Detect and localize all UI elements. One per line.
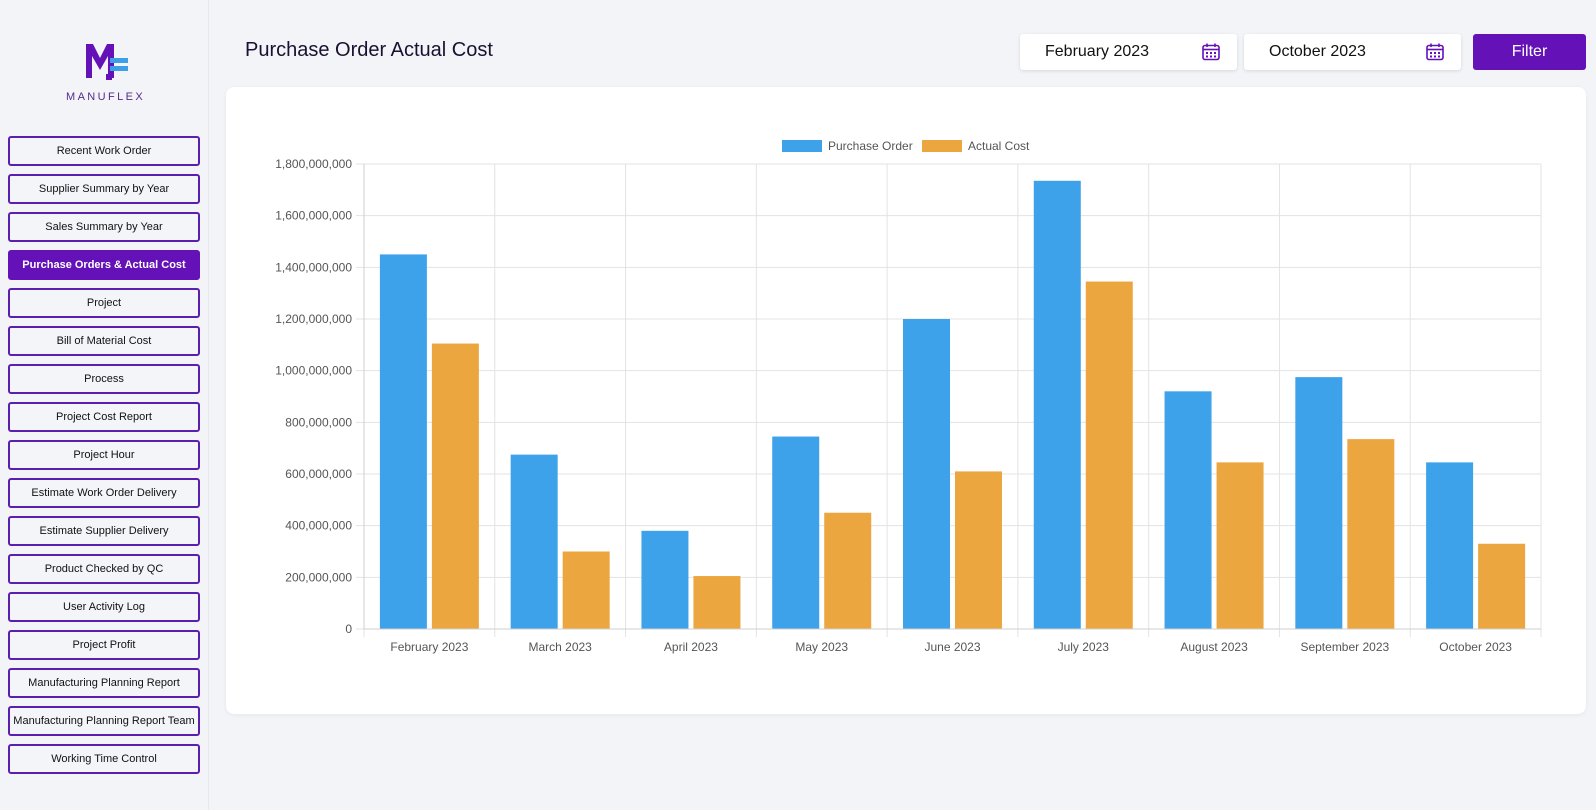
calendar-icon[interactable] [1425, 42, 1445, 62]
y-tick-label: 1,200,000,000 [275, 312, 352, 326]
bar-purchase-order [903, 319, 950, 629]
bar-actual-cost [431, 343, 479, 629]
x-tick-label: May 2023 [795, 640, 848, 654]
bar-purchase-order [641, 530, 689, 629]
bar-actual-cost [1347, 439, 1395, 629]
x-tick-label: February 2023 [390, 640, 468, 654]
legend-swatch [922, 140, 962, 152]
bar-purchase-order [1164, 391, 1212, 629]
bar-purchase-order [772, 436, 820, 629]
y-tick-label: 200,000,000 [285, 570, 352, 584]
start-date-value: February 2023 [1045, 43, 1150, 60]
manuflex-logo[interactable]: MANUFLEX [66, 38, 144, 103]
y-tick-label: 800,000,000 [285, 415, 352, 429]
calendar-icon[interactable] [1201, 42, 1221, 62]
start-date-picker[interactable]: February 2023 [1020, 34, 1237, 70]
x-tick-label: July 2023 [1058, 640, 1110, 654]
sidebar-item-bill-of-material-cost[interactable]: Bill of Material Cost [8, 326, 200, 356]
bar-purchase-order [1426, 462, 1474, 629]
x-tick-label: October 2023 [1439, 640, 1512, 654]
end-date-value: October 2023 [1269, 43, 1366, 60]
sidebar-item-estimate-work-order-delivery[interactable]: Estimate Work Order Delivery [8, 478, 200, 508]
sidebar-item-user-activity-log[interactable]: User Activity Log [8, 592, 200, 622]
bar-actual-cost [562, 551, 610, 629]
sidebar-item-process[interactable]: Process [8, 364, 200, 394]
chart-card: 0 200,000,000 400,000,000 600,000,000 800,00… [226, 87, 1586, 714]
sidebar-nav: Recent Work Order Supplier Summary by Yea… [8, 136, 200, 782]
sidebar-item-working-time-control[interactable]: Working Time Control [8, 744, 200, 774]
x-tick-label: September 2023 [1300, 640, 1389, 654]
sidebar-item-project-profit[interactable]: Project Profit [8, 630, 200, 660]
y-tick-label: 1,000,000,000 [275, 364, 352, 378]
y-tick-label: 0 [345, 622, 352, 636]
sidebar-item-manufacturing-planning-report-team[interactable]: Manufacturing Planning Report Team [8, 706, 200, 736]
filter-button[interactable]: Filter [1473, 34, 1586, 70]
bar-purchase-order [1295, 377, 1343, 629]
x-tick-label: April 2023 [664, 640, 718, 654]
page-title: Purchase Order Actual Cost [245, 39, 493, 61]
sidebar-item-product-checked-by-qc[interactable]: Product Checked by QC [8, 554, 200, 584]
bar-actual-cost [1478, 543, 1526, 629]
x-tick-label: June 2023 [924, 640, 980, 654]
y-tick-label: 1,600,000,000 [275, 209, 352, 223]
y-tick-label: 400,000,000 [285, 519, 352, 533]
bar-actual-cost [1216, 462, 1264, 629]
sidebar-item-estimate-supplier-delivery[interactable]: Estimate Supplier Delivery [8, 516, 200, 546]
y-tick-label: 1,800,000,000 [275, 157, 352, 171]
sidebar-item-project-hour[interactable]: Project Hour [8, 440, 200, 470]
y-tick-label: 600,000,000 [285, 467, 352, 481]
bar-actual-cost [1085, 281, 1133, 629]
brand-name: MANUFLEX [66, 91, 146, 103]
x-tick-label: August 2023 [1180, 640, 1248, 654]
bar-purchase-order [1033, 180, 1081, 629]
bar-actual-cost [824, 512, 872, 629]
bar-actual-cost [693, 576, 741, 629]
bar-purchase-order [379, 254, 427, 629]
sidebar: MANUFLEX Recent Work Order Supplier Summa… [0, 0, 209, 810]
bar-purchase-order [510, 454, 558, 629]
legend-swatch [782, 140, 822, 152]
x-tick-label: March 2023 [528, 640, 592, 654]
sidebar-item-recent-work-order[interactable]: Recent Work Order [8, 136, 200, 166]
bar-chart: 0 200,000,000 400,000,000 600,000,000 800,00… [275, 139, 1542, 654]
sidebar-item-supplier-summary-by-year[interactable]: Supplier Summary by Year [8, 174, 200, 204]
sidebar-item-sales-summary-by-year[interactable]: Sales Summary by Year [8, 212, 200, 242]
sidebar-item-project[interactable]: Project [8, 288, 200, 318]
bar-actual-cost [955, 471, 1002, 629]
sidebar-item-manufacturing-planning-report[interactable]: Manufacturing Planning Report [8, 668, 200, 698]
end-date-picker[interactable]: October 2023 [1244, 34, 1461, 70]
legend-label: Purchase Order [828, 139, 913, 153]
sidebar-item-purchase-orders-and-actual-cost[interactable]: Purchase Orders & Actual Cost [8, 250, 200, 280]
legend-label: Actual Cost [968, 139, 1030, 153]
logo-mark-icon [86, 44, 128, 80]
y-tick-label: 1,400,000,000 [275, 260, 352, 274]
sidebar-item-project-cost-report[interactable]: Project Cost Report [8, 402, 200, 432]
